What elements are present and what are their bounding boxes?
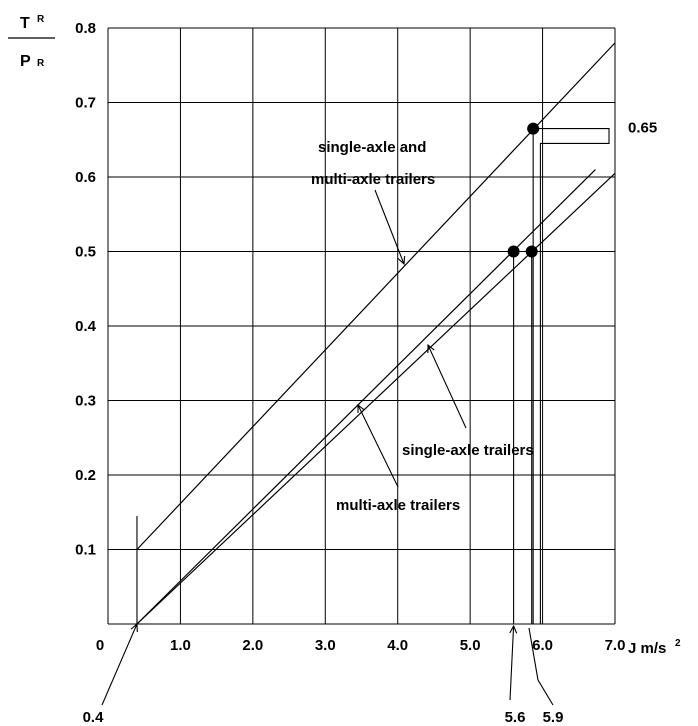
series-line [136,172,616,625]
annotations: 0.65 single-axle and multi-axle trailers si… [83,119,658,726]
y-tick-label: 0.5 [75,244,96,261]
grid [107,27,616,625]
x-tick-label: 0 [96,637,104,654]
data-point [525,245,538,258]
y-tick-labels: 0.1 0.2 0.3 0.4 0.5 0.6 0.7 0.8 [75,20,97,559]
x-tick-label: 5.0 [460,637,481,654]
y-label-numerator-sub: R [37,14,45,25]
arrow-multi-head [357,403,365,414]
data-point [527,122,540,135]
annotation-label-both: single-axle and [318,139,426,156]
data-point [507,245,520,258]
y-tick-label: 0.4 [75,318,97,335]
y-axis-label: T R P R [8,14,55,70]
arrow-both-head [397,255,406,266]
y-tick-label: 0.6 [75,169,96,186]
arrow-single-head [427,343,435,354]
data-markers [507,122,540,258]
y-tick-label: 0.7 [75,95,96,112]
x-label-text: J m/s [628,640,666,657]
guide-lines [136,128,610,624]
arrow-single [427,344,467,429]
y-label-numerator: T [20,15,30,32]
annotation-label-multi: multi-axle trailers [336,497,460,514]
series-line [136,42,616,550]
arrow-x-56-head [509,624,518,634]
arrow-x-56 [509,625,515,701]
y-label-denominator-sub: R [37,58,45,69]
annotation-label-both-2: multi-axle trailers [311,171,435,188]
arrow-x-04 [101,623,138,706]
x-tick-label: 3.0 [315,637,336,654]
y-label-denominator: P [20,53,31,70]
leader-x-59 [528,627,554,706]
x-tick-label: 1.0 [170,637,191,654]
x-label-superscript: 2 [675,638,681,649]
y-tick-label: 0.1 [75,542,96,559]
leader-065 [533,128,610,624]
x-tick-label: 7.0 [605,637,626,654]
x-tick-label: 6.0 [532,637,553,654]
series-lines [136,42,616,625]
x-tick-labels: 0 1.0 2.0 3.0 4.0 5.0 6.0 7.0 [96,637,626,654]
arrow-x-04-head [130,622,138,633]
annotation-x-04: 0.4 [83,709,105,726]
annotation-x-59: 5.9 [543,709,564,726]
y-tick-label: 0.2 [75,467,96,484]
annotation-x-56: 5.6 [505,709,526,726]
annotation-label-single: single-axle trailers [402,442,534,459]
arrow-multi [357,404,399,488]
arrow-both [374,189,405,265]
y-tick-label: 0.8 [75,20,96,37]
x-tick-label: 2.0 [242,637,263,654]
x-tick-label: 4.0 [387,637,408,654]
y-tick-label: 0.3 [75,393,96,410]
x-axis-label: J m/s 2 [628,638,681,657]
annotation-065: 0.65 [628,119,657,136]
series-line [136,169,596,625]
